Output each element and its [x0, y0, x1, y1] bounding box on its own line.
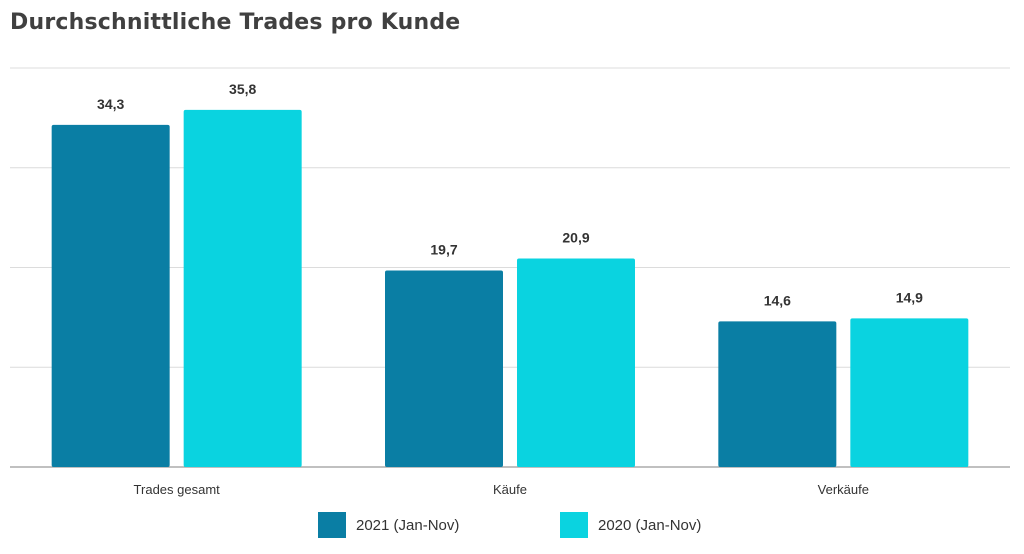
legend: 2021 (Jan-Nov) 2020 (Jan-Nov): [0, 512, 1024, 542]
data-label-2021-1: 19,7: [430, 241, 457, 257]
bars: [51, 109, 969, 468]
gridlines: [10, 67, 1010, 468]
bar-chart: 34,3 35,8 19,7 20,9 14,6 14,9 Trades gesamt Kä…: [10, 67, 1010, 497]
bar-2021-0: [51, 124, 170, 468]
legend-swatch-2020: [560, 512, 588, 538]
chart-title: Durchschnittliche Trades pro Kunde: [10, 10, 461, 35]
x-tick-label-0: Trades gesamt: [134, 482, 221, 497]
x-tick-label-2: Verkäufe: [818, 482, 869, 497]
x-axis-tick-labels: Trades gesamt Käufe Verkäufe: [134, 482, 869, 497]
x-tick-label-1: Käufe: [493, 482, 527, 497]
data-label-2021-2: 14,6: [764, 292, 791, 308]
data-label-2021-0: 34,3: [97, 96, 124, 112]
legend-swatch-2021: [318, 512, 346, 538]
legend-item-2021: 2021 (Jan-Nov): [318, 512, 459, 538]
bar-2021-1: [385, 270, 503, 467]
legend-item-2020: 2020 (Jan-Nov): [560, 512, 701, 538]
legend-label-2020: 2020 (Jan-Nov): [598, 516, 702, 534]
bar-2020-1: [517, 258, 635, 467]
data-label-2020-2: 14,9: [896, 289, 923, 305]
bar-2020-2: [850, 318, 969, 467]
data-label-2020-1: 20,9: [562, 230, 589, 246]
bar-2021-2: [718, 321, 837, 467]
data-label-2020-0: 35,8: [229, 81, 256, 97]
data-labels: 34,3 35,8 19,7 20,9 14,6 14,9: [97, 81, 923, 308]
legend-label-2021: 2021 (Jan-Nov): [356, 516, 460, 534]
bar-2020-0: [183, 109, 302, 468]
